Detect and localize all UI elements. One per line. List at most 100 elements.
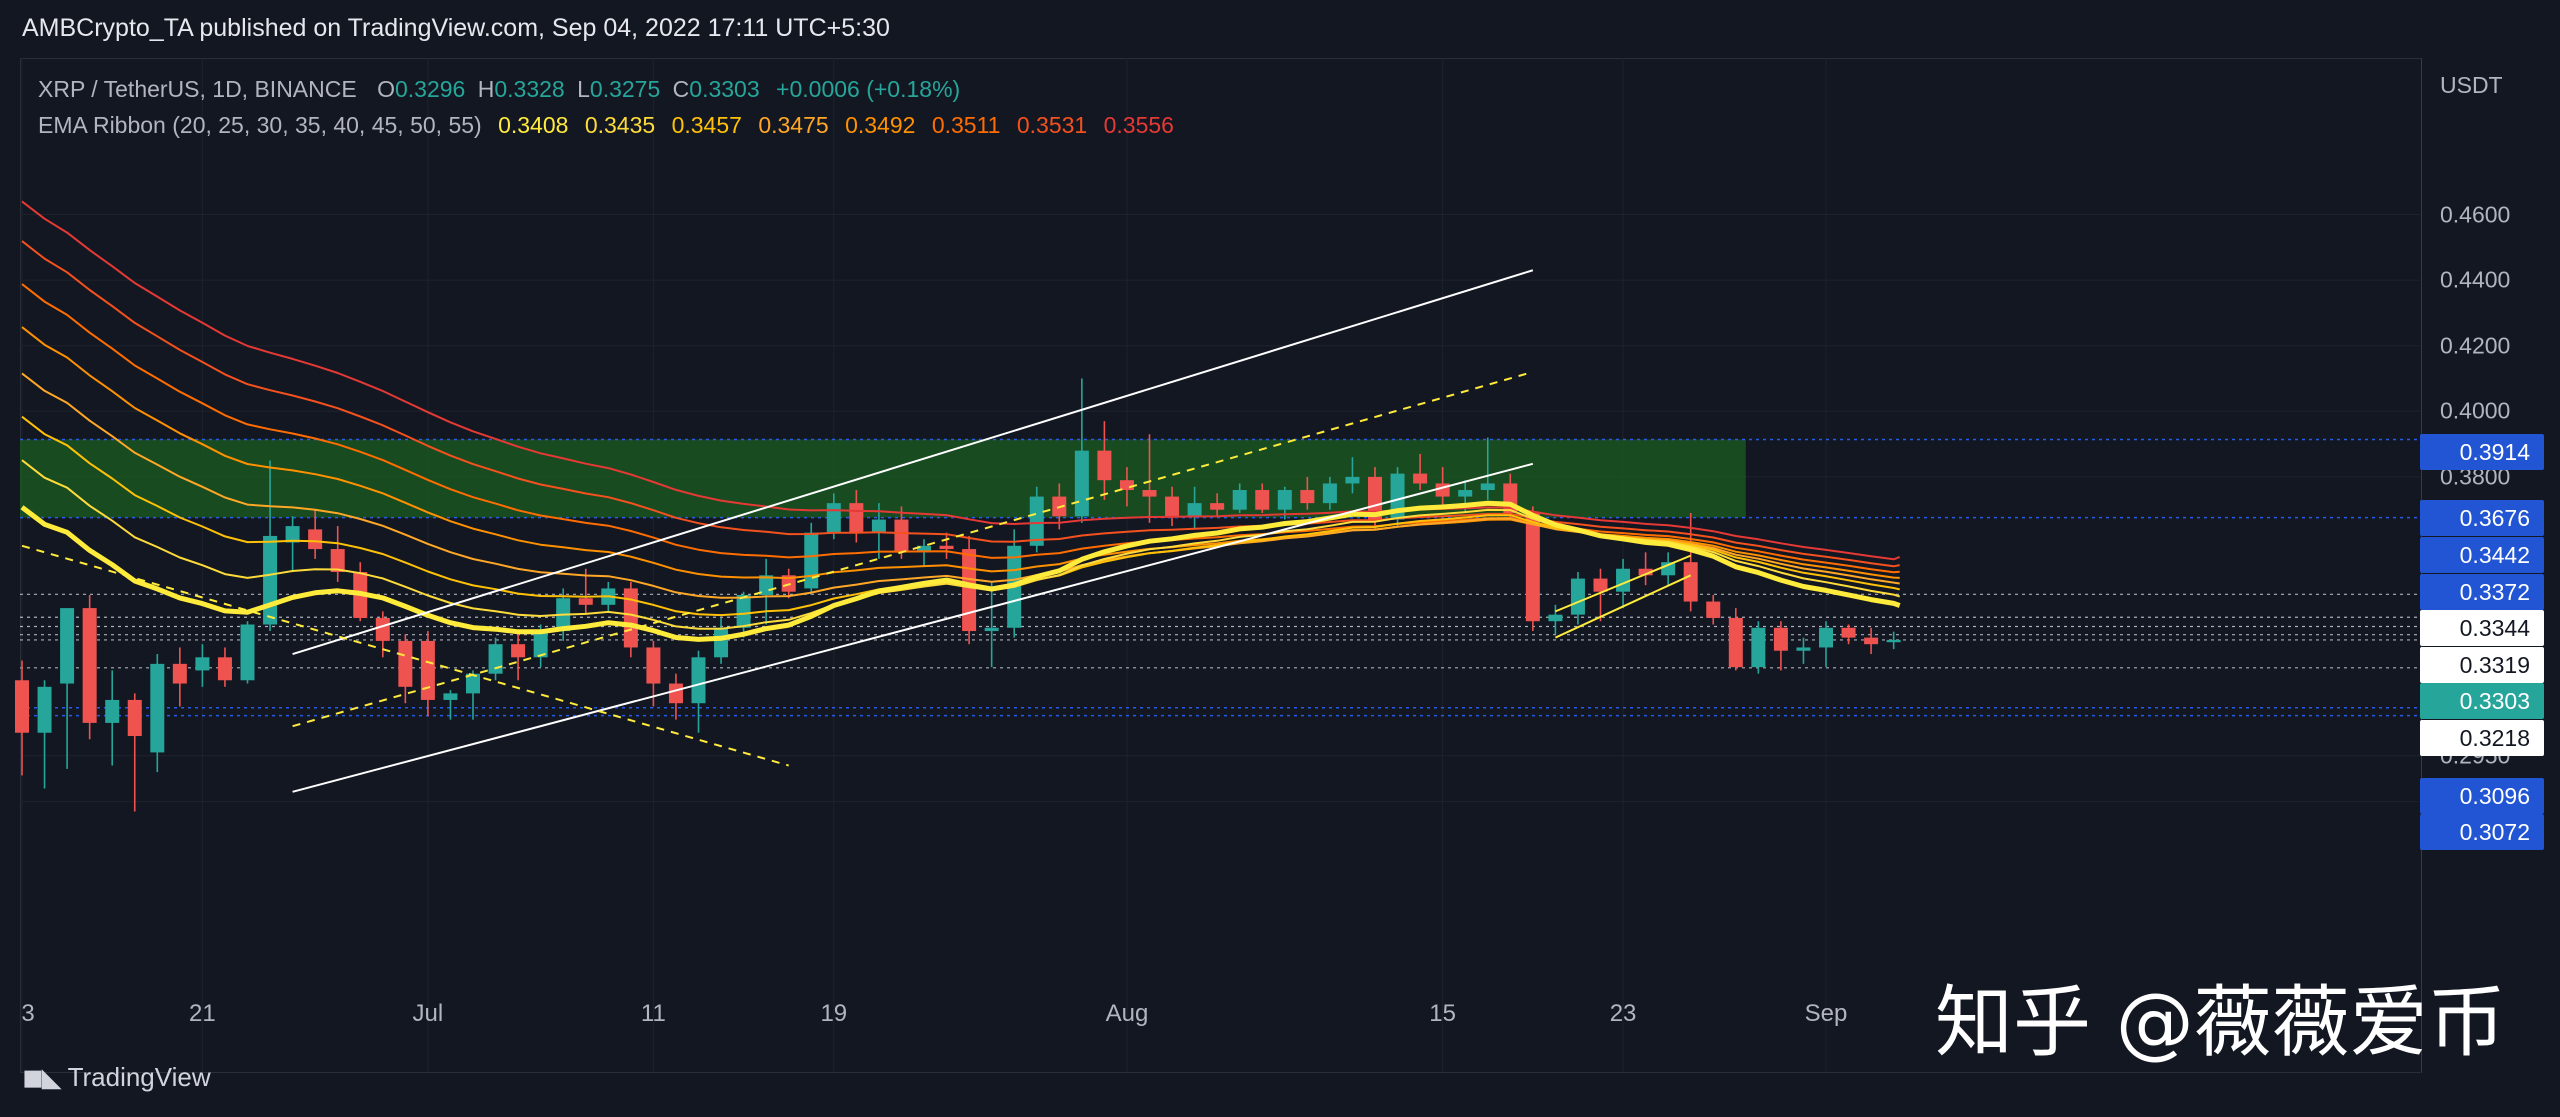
candle-body xyxy=(398,640,413,687)
candle-body xyxy=(894,519,909,553)
low-value: 0.3275 xyxy=(589,76,661,102)
candle-body xyxy=(511,644,526,658)
price-level-label[interactable]: 0.3344 xyxy=(2420,610,2544,646)
ema-value-6: 0.3511 xyxy=(931,112,1001,138)
candle-body xyxy=(1706,601,1721,618)
price-level-label[interactable]: 0.3303 xyxy=(2420,683,2544,719)
candle-body xyxy=(105,699,120,723)
candle-body xyxy=(1300,490,1315,504)
candle-body xyxy=(1210,503,1225,510)
publisher-line: AMBCrypto_TA published on TradingView.co… xyxy=(22,14,890,42)
open-value: 0.3296 xyxy=(395,76,466,102)
candle-body xyxy=(1255,490,1270,510)
candle-body xyxy=(578,598,593,605)
candle-body xyxy=(1683,562,1698,602)
candle-body xyxy=(1593,578,1608,592)
candle-body xyxy=(1841,627,1856,638)
time-tick-label: 15 xyxy=(1429,1000,1456,1027)
candle-body xyxy=(1525,512,1540,622)
currency-label[interactable]: USDT xyxy=(2440,72,2503,98)
candle-body xyxy=(1232,490,1247,510)
candle-body xyxy=(1548,614,1563,622)
price-level-label[interactable]: 0.3442 xyxy=(2420,537,2544,573)
time-tick-label: 23 xyxy=(1609,1000,1637,1027)
candle-body xyxy=(1864,637,1879,645)
price-level-label[interactable]: 0.3372 xyxy=(2420,574,2544,610)
open-label: O xyxy=(377,76,395,102)
candle-body xyxy=(1796,647,1811,651)
ema-value-3: 0.3457 xyxy=(671,112,742,138)
tv-logo-text: TradingView xyxy=(67,1062,211,1092)
candle-body xyxy=(1119,480,1134,491)
candle-body xyxy=(1187,503,1202,517)
ema-legend: EMA Ribbon (20, 25, 30, 35, 40, 45, 50, … xyxy=(38,112,1174,139)
candle-body xyxy=(1029,496,1044,546)
candle-body xyxy=(1277,490,1292,510)
symbol-legend: XRP / TetherUS, 1D, BINANCE O0.3296 H0.3… xyxy=(38,76,960,103)
candle-body xyxy=(1616,568,1631,592)
candle-body xyxy=(60,608,75,684)
candle-body xyxy=(195,657,210,671)
ema-title[interactable]: EMA Ribbon (20, 25, 30, 35, 40, 45, 50, … xyxy=(38,112,482,138)
candle-body xyxy=(826,503,841,533)
candle-body xyxy=(443,693,458,700)
ema-value-2: 0.3435 xyxy=(584,112,656,138)
candle-body xyxy=(1413,473,1428,484)
candle-body xyxy=(804,532,819,589)
candle-body xyxy=(1886,639,1901,643)
price-level-label[interactable]: 0.3072 xyxy=(2420,814,2544,850)
channel-trendline xyxy=(1555,554,1692,613)
candle-body xyxy=(308,529,323,550)
candle-body xyxy=(1097,450,1112,481)
close-label: C xyxy=(672,76,690,102)
time-tick-label: Jul xyxy=(412,1000,444,1027)
candle-body xyxy=(871,519,886,533)
high-label: H xyxy=(477,76,495,102)
symbol-name[interactable]: XRP / TetherUS, 1D, BINANCE xyxy=(38,76,357,102)
candle-body xyxy=(420,640,435,700)
candle-body xyxy=(1819,627,1833,648)
candle-body xyxy=(668,683,683,704)
candle-body xyxy=(714,627,729,658)
price-level-label[interactable]: 0.3914 xyxy=(2420,434,2544,470)
candle-body xyxy=(1368,476,1382,520)
time-tick-label: Aug xyxy=(1105,1000,1149,1027)
price-level-label[interactable]: 0.3319 xyxy=(2420,647,2544,683)
low-label: L xyxy=(577,76,590,102)
candle-body xyxy=(1074,450,1089,517)
candle-body xyxy=(488,644,503,674)
candle-body xyxy=(939,545,954,550)
candle-body xyxy=(240,624,255,681)
candle-body xyxy=(375,617,390,641)
candle-body xyxy=(849,503,864,533)
candle-body xyxy=(1570,578,1585,615)
channel-trendline xyxy=(292,462,1534,793)
price-level-label[interactable]: 0.3676 xyxy=(2420,500,2544,536)
candle-body xyxy=(1165,496,1180,517)
time-tick-label: Sep xyxy=(1804,1000,1848,1027)
candle-body xyxy=(1345,476,1360,484)
candle-body xyxy=(263,535,278,625)
price-level-label[interactable]: 0.3096 xyxy=(2420,778,2544,814)
candle-body xyxy=(1458,490,1473,497)
price-level-label[interactable]: 0.3218 xyxy=(2420,720,2544,756)
candle-body xyxy=(37,686,52,733)
candle-body xyxy=(1728,617,1743,668)
dashed-trendline xyxy=(292,370,1534,728)
tradingview-logo[interactable]: ◼◣ TradingView xyxy=(22,1062,211,1093)
tv-logo-icon: ◼◣ xyxy=(22,1062,62,1092)
price-tick-label: 0.4200 xyxy=(2440,332,2511,359)
ema-value-8: 0.3556 xyxy=(1103,112,1174,138)
ema-value-4: 0.3475 xyxy=(758,112,829,138)
price-tick-label: 0.4400 xyxy=(2440,266,2511,293)
ema-ribbon-line xyxy=(20,500,1901,642)
candle-body xyxy=(172,663,187,684)
candle-body xyxy=(917,545,931,553)
ema-ribbon-line xyxy=(21,200,1901,561)
close-value: 0.3303 xyxy=(689,76,760,102)
candle-body xyxy=(1322,483,1337,504)
candle-body xyxy=(466,673,480,694)
candle-body xyxy=(150,663,165,753)
high-value: 0.3328 xyxy=(494,76,565,102)
